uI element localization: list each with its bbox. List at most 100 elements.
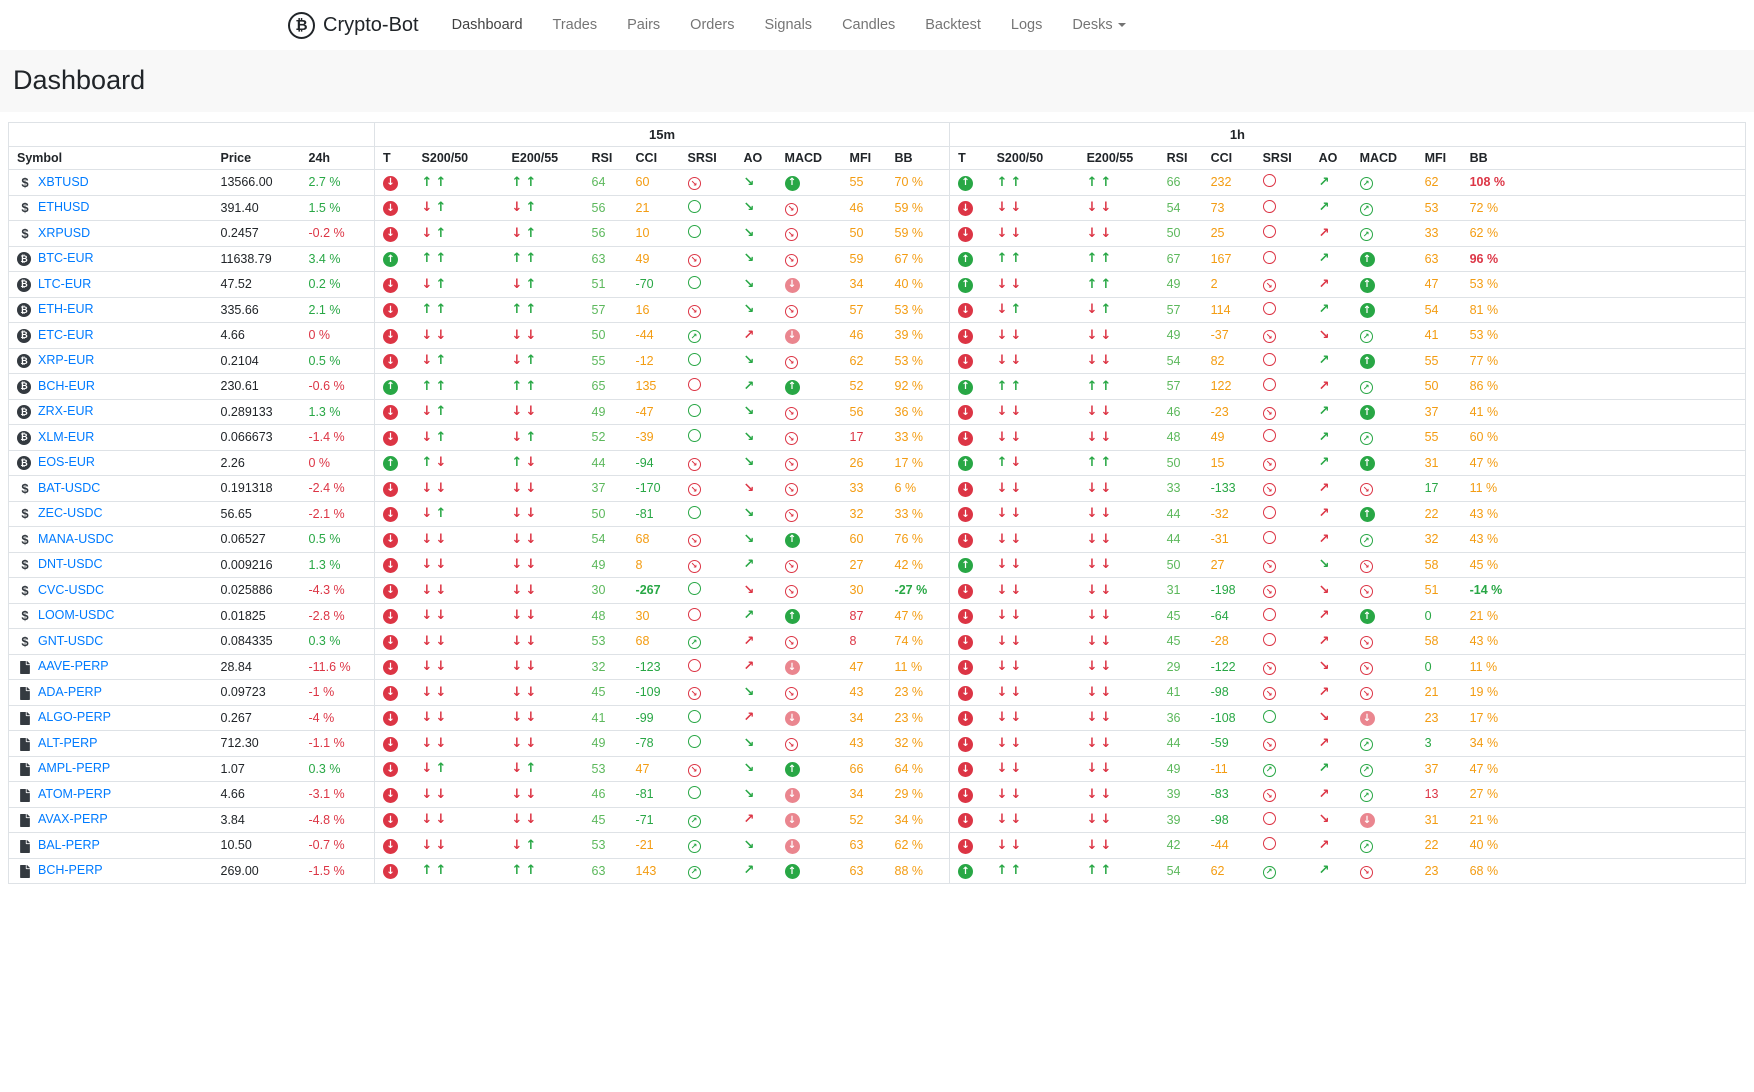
change-24h-cell: 1.5 % bbox=[300, 194, 375, 221]
macd-sell-circle-icon: ↓ bbox=[784, 660, 800, 675]
cci-cell: -99 bbox=[627, 704, 680, 731]
symbol-link[interactable]: ETH-EUR bbox=[38, 302, 94, 317]
bb-cell: 43 % bbox=[1461, 526, 1525, 552]
symbol-link[interactable]: AMPL-PERP bbox=[38, 761, 111, 776]
symbol-link[interactable]: AVAX-PERP bbox=[38, 812, 108, 827]
nav-item-dashboard[interactable]: Dashboard bbox=[451, 17, 523, 33]
srsi-cell bbox=[679, 704, 736, 731]
column-header: T bbox=[374, 146, 414, 170]
symbol-link[interactable]: ETHUSD bbox=[38, 200, 90, 215]
symbol-link[interactable]: BAT-USDC bbox=[38, 480, 101, 495]
srsi-cell bbox=[1254, 628, 1311, 654]
price-cell: 13566.00 bbox=[212, 169, 301, 195]
mfi-cell: 87 bbox=[841, 602, 887, 629]
macd-cell: ↑ bbox=[776, 755, 842, 782]
macd-sell-circle-icon: ↓ bbox=[1359, 711, 1375, 726]
symbol-link[interactable]: LOOM-USDC bbox=[38, 608, 115, 623]
nav-item-pairs[interactable]: Pairs bbox=[627, 17, 661, 33]
ema-cross-arrows-icon: ↑ ↑ bbox=[1086, 863, 1112, 879]
sma-cross-arrows-icon: ↑ ↑ bbox=[421, 174, 447, 190]
rsi-cell: 54 bbox=[583, 526, 628, 552]
symbol-link[interactable]: ZRX-EUR bbox=[38, 404, 94, 419]
filler-cell bbox=[1524, 347, 1746, 374]
macd-cell: ↗ bbox=[1351, 832, 1417, 858]
symbol-link[interactable]: ADA-PERP bbox=[38, 684, 102, 699]
symbol-link[interactable]: ALT-PERP bbox=[38, 735, 98, 750]
nav-item-candles[interactable]: Candles bbox=[842, 17, 896, 33]
symbol-link[interactable]: ALGO-PERP bbox=[38, 710, 111, 725]
symbol-link[interactable]: ATOM-PERP bbox=[38, 786, 112, 801]
s200-50-cell: ↓ ↑ bbox=[413, 398, 504, 425]
bb-cell: 11 % bbox=[886, 653, 950, 680]
symbol-link[interactable]: XRP-EUR bbox=[38, 353, 95, 368]
mfi-cell: 52 bbox=[841, 806, 887, 833]
rsi-cell: 57 bbox=[1158, 296, 1203, 323]
symbol-link[interactable]: BCH-PERP bbox=[38, 863, 103, 878]
change-24h-cell: -0.6 % bbox=[300, 373, 375, 399]
e200-55-cell: ↓ ↓ bbox=[503, 526, 584, 552]
nav-item-signals[interactable]: Signals bbox=[764, 17, 813, 33]
sma-cross-arrows-icon: ↑ ↑ bbox=[996, 863, 1022, 879]
ao-cell: ↘ bbox=[735, 347, 777, 374]
trend-down-circle-icon: ↓ bbox=[383, 838, 399, 854]
rsi-cell: 52 bbox=[583, 424, 628, 450]
ao-cell: ↘ bbox=[1310, 577, 1352, 603]
symbol-cell: BAL-PERP bbox=[8, 832, 213, 858]
nav-item-logs[interactable]: Logs bbox=[1010, 17, 1043, 33]
symbol-link[interactable]: ZEC-USDC bbox=[38, 506, 103, 521]
ema-cross-arrows-icon: ↓ ↓ bbox=[1086, 404, 1112, 420]
symbol-link[interactable]: GNT-USDC bbox=[38, 633, 104, 648]
t-cell: ↓ bbox=[374, 602, 414, 629]
sma-cross-arrows-icon: ↓ ↓ bbox=[996, 200, 1022, 216]
rsi-cell: 44 bbox=[583, 449, 628, 476]
nav-item-backtest[interactable]: Backtest bbox=[925, 17, 981, 33]
nav-item-trades[interactable]: Trades bbox=[552, 17, 598, 33]
symbol-link[interactable]: XBTUSD bbox=[38, 174, 89, 189]
symbol-link[interactable]: AAVE-PERP bbox=[38, 659, 109, 674]
symbol-link[interactable]: XRPUSD bbox=[38, 225, 91, 240]
ao-cell: ↗ bbox=[1310, 602, 1352, 629]
srsi-circle-arrow-down-icon: ↘ bbox=[1262, 457, 1276, 471]
t-cell: ↓ bbox=[374, 704, 414, 731]
pairs-indicator-table: 15m 1h Symbol Price 24h T S200/50 E200/55 RSI CC… bbox=[8, 122, 1746, 884]
s200-50-cell: ↓ ↓ bbox=[988, 755, 1079, 782]
symbol-link[interactable]: MANA-USDC bbox=[38, 531, 114, 546]
srsi-cell bbox=[1254, 806, 1311, 833]
ao-cell: ↘ bbox=[735, 398, 777, 425]
cci-cell: 232 bbox=[1202, 169, 1255, 195]
trend-down-circle-icon: ↓ bbox=[958, 583, 974, 599]
srsi-circle-red-icon bbox=[1262, 837, 1276, 851]
symbol-link[interactable]: EOS-EUR bbox=[38, 455, 95, 470]
symbol-link[interactable]: BCH-EUR bbox=[38, 378, 95, 393]
macd-down-circle-icon: ↘ bbox=[784, 559, 798, 573]
macd-cell: ↘ bbox=[1351, 577, 1417, 603]
srsi-circle-arrow-up-icon: ↗ bbox=[687, 814, 701, 828]
column-header: CCI bbox=[1202, 146, 1255, 170]
brand-link[interactable]: ₿ Crypto-Bot bbox=[288, 11, 419, 39]
cci-cell: -12 bbox=[627, 347, 680, 374]
bb-cell: 23 % bbox=[886, 679, 950, 705]
symbol-link[interactable]: BAL-PERP bbox=[38, 837, 100, 852]
symbol-link[interactable]: DNT-USDC bbox=[38, 557, 103, 572]
symbol-link[interactable]: ETC-EUR bbox=[38, 327, 94, 342]
trend-down-circle-icon: ↓ bbox=[383, 481, 399, 497]
e200-55-cell: ↑ ↑ bbox=[503, 296, 584, 323]
symbol-link[interactable]: CVC-USDC bbox=[38, 582, 104, 597]
nav-item-desks[interactable]: Desks bbox=[1057, 9, 1140, 41]
price-cell: 0.025886 bbox=[212, 577, 301, 603]
table-row: ALT-PERP 712.30 -1.1 % ↓ ↓ ↓ ↓ ↓ 49 -78 ↘ ↘ 43 32 % ↓ ↓… bbox=[8, 730, 1746, 756]
symbol-link[interactable]: XLM-EUR bbox=[38, 429, 95, 444]
change-24h-cell: 1.3 % bbox=[300, 551, 375, 578]
symbol-link[interactable]: BTC-EUR bbox=[38, 251, 94, 266]
macd-down-circle-icon: ↘ bbox=[784, 457, 798, 471]
nav-item-orders[interactable]: Orders bbox=[690, 17, 735, 33]
e200-55-cell: ↓ ↑ bbox=[1078, 296, 1159, 323]
symbol-link[interactable]: LTC-EUR bbox=[38, 276, 92, 291]
rsi-cell: 50 bbox=[583, 500, 628, 527]
mfi-cell: 21 bbox=[1416, 679, 1462, 705]
srsi-circle-arrow-up-icon: ↗ bbox=[687, 636, 701, 649]
cci-cell: -170 bbox=[627, 475, 680, 501]
rsi-cell: 32 bbox=[583, 653, 628, 680]
ao-arrow-up-icon: ↗ bbox=[743, 633, 755, 649]
ao-arrow-up-icon: ↗ bbox=[1318, 480, 1330, 496]
